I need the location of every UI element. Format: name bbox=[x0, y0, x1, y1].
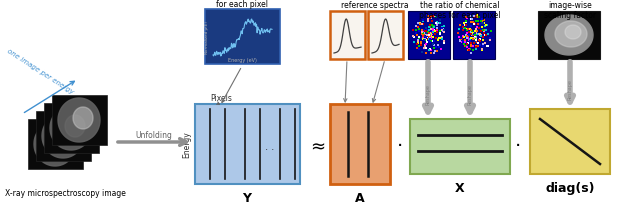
Text: Y: Y bbox=[243, 191, 252, 202]
Text: ≈: ≈ bbox=[310, 137, 326, 155]
Text: reference spectra: reference spectra bbox=[341, 1, 409, 10]
Bar bbox=[330, 104, 390, 184]
Bar bbox=[368, 12, 403, 60]
Text: diag(s): diag(s) bbox=[545, 181, 595, 194]
Polygon shape bbox=[58, 99, 100, 142]
Polygon shape bbox=[555, 22, 587, 48]
Bar bbox=[410, 119, 510, 174]
Text: Normalized μ(E): Normalized μ(E) bbox=[205, 20, 209, 53]
Text: Energy: Energy bbox=[182, 131, 191, 158]
Text: ·: · bbox=[515, 137, 521, 156]
Bar bbox=[195, 104, 300, 184]
Text: image-wise
scaling factor: image-wise scaling factor bbox=[544, 1, 596, 20]
Text: Reshape: Reshape bbox=[568, 79, 573, 100]
Text: X: X bbox=[455, 181, 465, 194]
Bar bbox=[44, 103, 99, 153]
Polygon shape bbox=[565, 26, 581, 40]
Text: one image per energy: one image per energy bbox=[6, 47, 74, 95]
Polygon shape bbox=[57, 123, 77, 145]
Bar bbox=[408, 12, 450, 60]
Bar bbox=[52, 96, 107, 145]
Bar bbox=[28, 119, 83, 169]
Polygon shape bbox=[50, 106, 92, 150]
Text: Reshape: Reshape bbox=[467, 84, 472, 105]
Text: Pixels: Pixels bbox=[210, 94, 232, 102]
Text: A: A bbox=[355, 191, 365, 202]
Bar bbox=[538, 12, 600, 60]
Bar bbox=[530, 109, 610, 174]
Text: ·: · bbox=[397, 137, 403, 156]
Text: Unfolding: Unfolding bbox=[136, 130, 172, 139]
Text: . . .: . . . bbox=[259, 141, 275, 151]
Polygon shape bbox=[73, 107, 93, 129]
Polygon shape bbox=[545, 16, 593, 56]
Bar bbox=[36, 112, 91, 161]
Text: Reshape: Reshape bbox=[426, 84, 431, 105]
Polygon shape bbox=[42, 115, 84, 158]
Polygon shape bbox=[65, 115, 85, 137]
Text: Energy (eV): Energy (eV) bbox=[228, 58, 257, 63]
Bar bbox=[205, 10, 280, 65]
Polygon shape bbox=[49, 131, 69, 153]
Text: X-ray microspectroscopy image: X-ray microspectroscopy image bbox=[4, 188, 125, 197]
Bar bbox=[453, 12, 495, 60]
Bar bbox=[330, 12, 365, 60]
Text: the ratio of chemical
phases for each pixel: the ratio of chemical phases for each pi… bbox=[419, 1, 500, 20]
Polygon shape bbox=[34, 122, 76, 166]
Text: one XANES spectrum
for each pixel: one XANES spectrum for each pixel bbox=[202, 0, 282, 9]
